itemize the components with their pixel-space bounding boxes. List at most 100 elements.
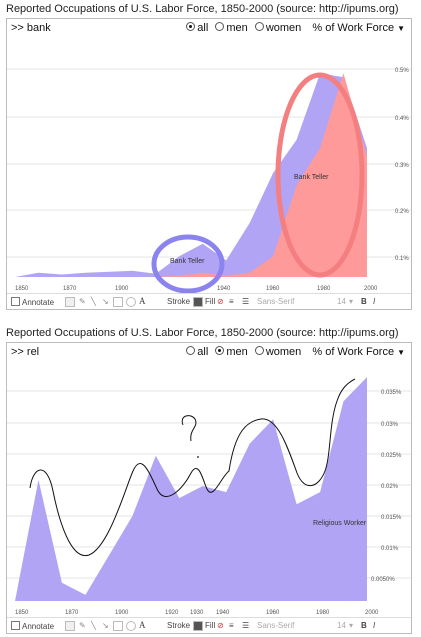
line-weight-icon[interactable]: ≡	[229, 297, 234, 306]
x-tick-label: 1920	[165, 610, 179, 616]
x-tick-label: 1940	[217, 286, 231, 292]
pencil-icon[interactable]: ✎	[79, 621, 86, 630]
ellipse-tool-icon[interactable]	[126, 621, 136, 631]
chart-title-1: Reported Occupations of U.S. Labor Force…	[6, 3, 399, 15]
font-size-select[interactable]: 14	[337, 297, 346, 306]
bold-button[interactable]: B	[361, 297, 367, 306]
radio-women[interactable]: women	[254, 346, 301, 358]
line-weight-icon[interactable]: ≡	[229, 621, 234, 630]
text-tool-icon[interactable]: A	[139, 296, 146, 306]
panel-header: >> rel all men women % of Work Force ▼	[7, 343, 411, 361]
radio-women[interactable]: women	[254, 22, 301, 34]
radio-icon	[254, 22, 264, 31]
italic-button[interactable]: I	[373, 297, 376, 306]
y-tick-label: 0.0050%	[371, 577, 395, 583]
x-tick-label: 1870	[65, 610, 79, 616]
x-tick-label: 1900	[115, 286, 129, 292]
fill-label: Fill	[205, 621, 216, 630]
arrow-tool-icon[interactable]: ↘	[102, 297, 109, 306]
dropdown-arrow-icon: ▾	[349, 297, 354, 306]
x-tick-label: 1980	[317, 286, 331, 292]
y-tick-label: 0.4%	[395, 116, 409, 122]
y-tick-label: 0.1%	[395, 256, 409, 262]
series-area-women	[15, 73, 367, 277]
filter-options: all men women % of Work Force ▼	[182, 346, 405, 358]
measure-dropdown[interactable]: % of Work Force ▼	[312, 346, 405, 358]
fill-label: Fill	[205, 297, 216, 306]
rectangle-tool-icon[interactable]	[113, 621, 123, 631]
annotation-ellipse[interactable]	[275, 72, 365, 278]
annotation-toolbar: Annotate ✎ ╲ ↘ A Stroke Fill ⊘ ≡ ☰ Sans-…	[7, 617, 411, 633]
line-tool-icon[interactable]: ╲	[91, 621, 96, 630]
radio-men[interactable]: men	[215, 346, 248, 358]
x-tick-label: 2000	[365, 610, 379, 616]
question-mark-dot	[197, 456, 199, 458]
x-tick-label: 1960	[266, 610, 280, 616]
y-tick-label: 0.3%	[395, 163, 409, 169]
line-tool-icon[interactable]: ╲	[91, 297, 96, 306]
line-style-icon[interactable]: ☰	[242, 621, 250, 630]
font-select[interactable]: Sans-Serif	[257, 621, 295, 630]
dropdown-arrow-icon: ▼	[397, 348, 405, 357]
x-tick-label: 1980	[316, 610, 330, 616]
chart-plot-bank[interactable]: 0.5% 0.4% 0.3% 0.2% 0.1% 1850 1870 1900 …	[7, 37, 411, 293]
freehand-annotation[interactable]	[29, 378, 356, 556]
radio-icon	[215, 22, 225, 31]
arrow-tool-icon[interactable]: ↘	[102, 621, 109, 630]
x-axis-ticks: 1850 1870 1900 1940 1960 1980 2000	[15, 286, 378, 292]
series-area-men	[15, 377, 367, 601]
chart-panel-bank: >> bank all men women % of Work Force ▼ 0…	[6, 18, 412, 310]
chart-plot-rel[interactable]: 0.035% 0.03% 0.025% 0.02% 0.015% 0.01% 0…	[7, 361, 411, 617]
filter-options: all men women % of Work Force ▼	[182, 22, 405, 34]
y-tick-label: 0.01%	[381, 546, 399, 552]
y-tick-label: 0.035%	[381, 390, 402, 396]
y-axis-ticks: 0.035% 0.03% 0.025% 0.02% 0.015% 0.01% 0…	[371, 390, 402, 583]
x-tick-label: 1870	[63, 286, 77, 292]
annotation-label[interactable]: Religious Worker	[313, 520, 367, 527]
rectangle-tool-icon[interactable]	[113, 297, 123, 307]
x-tick-label: 1850	[15, 610, 29, 616]
x-tick-label: 2000	[364, 286, 378, 292]
annotate-checkbox[interactable]: Annotate	[11, 621, 54, 631]
font-size-select[interactable]: 14	[337, 621, 346, 630]
font-select[interactable]: Sans-Serif	[257, 297, 295, 306]
checkbox-icon	[11, 621, 20, 630]
measure-dropdown[interactable]: % of Work Force ▼	[312, 22, 405, 34]
y-tick-label: 0.03%	[381, 422, 399, 428]
checkbox-icon	[11, 297, 20, 306]
series-area-total	[15, 73, 367, 277]
select-tool-icon[interactable]	[65, 621, 75, 631]
annotation-circle[interactable]	[151, 234, 225, 293]
annotation-label[interactable]: Bank Teller	[170, 258, 205, 265]
question-mark-annotation[interactable]	[181, 415, 197, 442]
select-tool-icon[interactable]	[65, 297, 75, 307]
stroke-color-swatch[interactable]	[193, 297, 203, 307]
radio-all[interactable]: all	[186, 346, 208, 358]
radio-icon	[215, 346, 225, 355]
stroke-color-swatch[interactable]	[193, 621, 203, 631]
panel-header: >> bank all men women % of Work Force ▼	[7, 19, 411, 37]
dropdown-arrow-icon: ▼	[397, 24, 405, 33]
radio-men[interactable]: men	[215, 22, 248, 34]
pencil-icon[interactable]: ✎	[79, 297, 86, 306]
annotation-label[interactable]: Bank Teller	[294, 174, 329, 181]
line-style-icon[interactable]: ☰	[242, 297, 250, 306]
search-query[interactable]: >> rel	[11, 346, 40, 358]
italic-button[interactable]: I	[373, 621, 376, 630]
dropdown-arrow-icon: ▾	[349, 621, 354, 630]
x-tick-label: 1940	[216, 610, 230, 616]
bold-button[interactable]: B	[361, 621, 367, 630]
no-fill-icon[interactable]: ⊘	[217, 297, 224, 306]
radio-icon	[186, 346, 196, 355]
y-tick-label: 0.015%	[381, 515, 402, 521]
search-query[interactable]: >> bank	[11, 22, 51, 34]
ellipse-tool-icon[interactable]	[126, 297, 136, 307]
y-tick-label: 0.2%	[395, 209, 409, 215]
no-fill-icon[interactable]: ⊘	[217, 621, 224, 630]
text-tool-icon[interactable]: A	[139, 620, 146, 630]
y-tick-label: 0.5%	[395, 68, 409, 74]
radio-icon	[186, 22, 196, 31]
chart-panel-rel: >> rel all men women % of Work Force ▼ 0.…	[6, 342, 412, 634]
annotate-checkbox[interactable]: Annotate	[11, 297, 54, 307]
radio-all[interactable]: all	[186, 22, 208, 34]
